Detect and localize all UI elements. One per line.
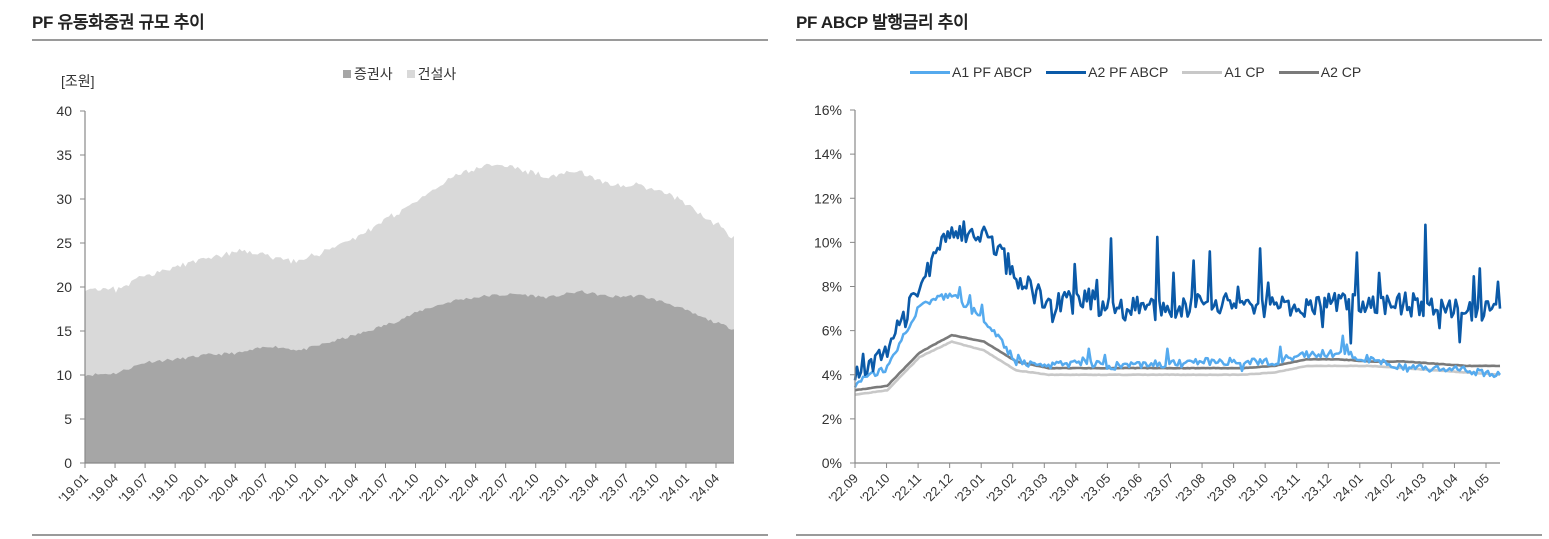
x-tick-label: '21.07	[356, 471, 391, 506]
x-tick-label: '22.10	[506, 471, 541, 506]
x-tick-label: '22.12	[920, 471, 955, 506]
line-a2-pf-abcp	[853, 220, 1502, 381]
x-tick-label: '23.03	[1015, 471, 1050, 506]
y-tick-label: 4%	[822, 367, 842, 383]
legend-swatch-construction	[406, 70, 415, 78]
y-tick-label: 16%	[814, 102, 842, 118]
y-tick-label: 14%	[814, 146, 842, 162]
x-tick-label: '23.10	[1236, 471, 1271, 506]
y-tick-label: 30	[56, 191, 72, 207]
x-tick-label: '20.07	[236, 471, 271, 506]
legend-label: A1 PF ABCP	[952, 64, 1033, 80]
right-chart-title: PF ABCP 발행금리 추이	[796, 13, 969, 32]
x-tick-label: '21.10	[386, 471, 421, 506]
legend-line-a2-cp	[1278, 70, 1319, 74]
x-tick-label: '24.04	[1425, 471, 1460, 506]
x-tick-label: '23.04	[567, 471, 602, 506]
right-chart-plot: 0% 2% 4% 6% 8% 10% 12% 14% 16% '22.09'22.10'22.11…	[814, 102, 1502, 506]
x-tick-label: '23.06	[1110, 471, 1145, 506]
x-tick-label: '23.08	[1173, 471, 1208, 506]
y-tick-label: 25	[56, 235, 72, 251]
x-tick-label: '22.04	[446, 471, 481, 506]
y-tick-label: 40	[56, 103, 72, 119]
right-title-divider	[796, 39, 1542, 41]
legend-label: A1 CP	[1224, 64, 1265, 80]
x-tick-label: '22.11	[890, 471, 925, 506]
y-tick-label: 12%	[814, 190, 842, 206]
left-chart-plot: 0 5 10 15 20 25 30 35 40 '19.01'19.04'19.07'19.10…	[56, 103, 734, 506]
legend-label: 증권사	[354, 66, 393, 82]
legend-swatch-securities	[343, 70, 351, 78]
x-tick-label: '19.04	[86, 471, 121, 506]
legend-item-a2-pf-abcp: A2 PF ABCP	[1046, 64, 1168, 80]
x-tick-label: '22.07	[476, 471, 511, 506]
right-bottom-divider	[796, 534, 1542, 536]
legend-label: A2 CP	[1320, 64, 1362, 80]
y-tick-label: 15	[56, 323, 72, 339]
y-tick-label: 10	[56, 367, 72, 383]
legend-line-a1-cp	[1182, 70, 1223, 74]
x-tick-label: '24.04	[687, 471, 722, 506]
x-tick-label: '24.03	[1394, 471, 1429, 506]
x-tick-label: '23.01	[537, 471, 572, 506]
x-tick-label: '22.01	[416, 471, 451, 506]
legend-label: 건설사	[417, 66, 457, 82]
left-chart-title: PF 유동화증권 규모 추이	[32, 13, 205, 32]
x-tick-label: '23.07	[1141, 471, 1176, 506]
right-chart-panel: PF ABCP 발행금리 추이 A1 PF ABCP A2 PF ABCP A1…	[780, 0, 1549, 539]
y-tick-label: 10%	[814, 234, 842, 250]
right-chart-legend: A1 PF ABCP A2 PF ABCP A1 CP A2 CP	[910, 64, 1375, 80]
x-tick-label: '23.12	[1299, 471, 1334, 506]
legend-line-a2-pf-abcp	[1046, 70, 1087, 74]
legend-item-a1-cp: A1 CP	[1182, 64, 1265, 80]
x-tick-label: '23.11	[1268, 471, 1303, 506]
y-tick-label: 0	[64, 455, 72, 471]
line-a2-cp	[854, 333, 1501, 392]
y-tick-label: 20	[56, 279, 72, 295]
legend-item-a2-cp: A2 CP	[1278, 64, 1362, 80]
legend-item-construction: 건설사	[406, 64, 457, 84]
x-tick-label: '23.05	[1078, 471, 1113, 506]
x-tick-label: '21.01	[296, 471, 331, 506]
x-tick-label: '21.04	[326, 471, 361, 506]
left-bottom-divider	[32, 534, 768, 536]
x-tick-label: '23.01	[952, 471, 987, 506]
x-tick-label: '20.01	[176, 471, 211, 506]
x-tick-label: '23.09	[1204, 471, 1239, 506]
left-chart-panel: PF 유동화증권 규모 추이 [조원] 증권사 건설사 0 5 10 15 20 25 30…	[0, 0, 770, 539]
x-tick-label: '24.02	[1362, 471, 1397, 506]
legend-line-a1-pf-abcp	[910, 70, 950, 74]
x-tick-label: '23.10	[627, 471, 662, 506]
legend-item-securities: 증권사	[343, 64, 393, 84]
x-tick-label: '24.05	[1457, 471, 1492, 506]
x-tick-label: '23.04	[1047, 471, 1082, 506]
x-tick-label: '19.07	[116, 471, 151, 506]
x-tick-label: '22.09	[826, 471, 861, 506]
x-tick-label: '22.10	[857, 471, 892, 506]
x-tick-label: '19.01	[56, 471, 91, 506]
x-tick-label: '24.01	[1331, 471, 1366, 506]
x-tick-label: '20.04	[206, 471, 241, 506]
left-title-divider	[32, 39, 768, 41]
area-securities	[85, 290, 734, 463]
left-chart-legend: 증권사 건설사	[343, 64, 470, 84]
x-tick-label: '19.10	[146, 471, 181, 506]
y-tick-label: 5	[64, 411, 72, 427]
x-tick-label: '24.01	[657, 471, 692, 506]
x-tick-label: '23.02	[984, 471, 1019, 506]
y-tick-label: 0%	[822, 455, 842, 471]
y-tick-label: 35	[56, 147, 72, 163]
y-tick-label: 6%	[822, 323, 842, 339]
left-unit-label: [조원]	[61, 73, 95, 89]
x-tick-label: '20.10	[266, 471, 301, 506]
y-tick-label: 2%	[822, 411, 842, 427]
legend-label: A2 PF ABCP	[1088, 64, 1169, 80]
y-tick-label: 8%	[822, 279, 842, 295]
line-a1-pf-abcp	[853, 285, 1502, 388]
legend-item-a1-pf-abcp: A1 PF ABCP	[910, 64, 1032, 80]
x-tick-label: '23.07	[597, 471, 632, 506]
